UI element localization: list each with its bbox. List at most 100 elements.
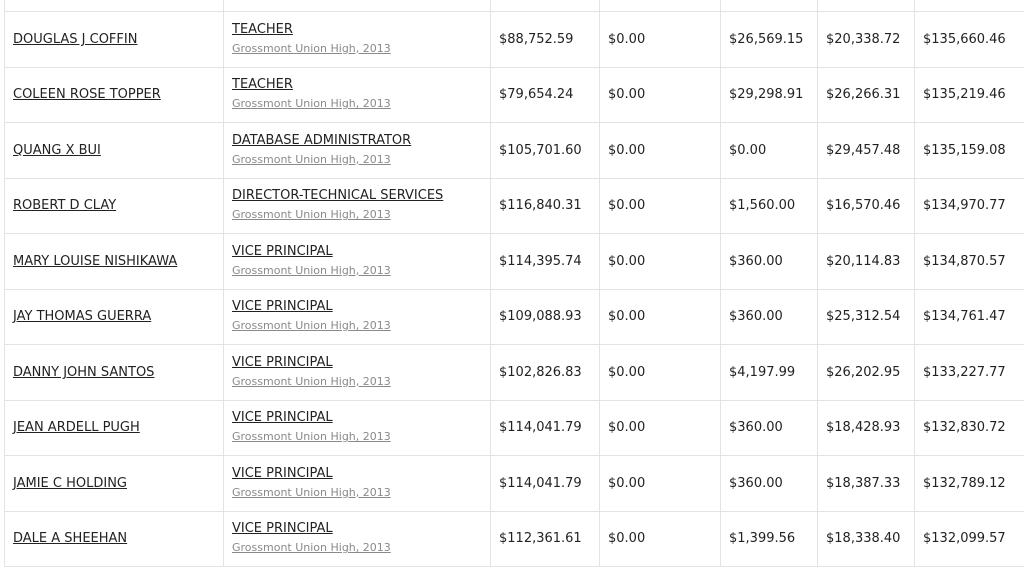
agency-year-link[interactable]: Grossmont Union High, 2013 — [232, 541, 391, 555]
agency-year-link[interactable]: Grossmont Union High, 2013 — [232, 374, 391, 388]
agency-year-link[interactable]: Grossmont Union High, 2013 — [232, 208, 391, 222]
table-row: DANNY JOHN SANTOS VICE PRINCIPAL Grossmo… — [4, 344, 1024, 401]
employee-name-cell: DOUGLAS J COFFIN — [4, 11, 224, 68]
table-row: DALE A SHEEHAN VICE PRINCIPAL Grossmont … — [4, 510, 1024, 567]
job-title-link[interactable]: DIRECTOR-TECHNICAL SERVICES — [232, 188, 444, 204]
other-pay-cell: $29,298.91 — [720, 66, 818, 123]
salary-table-container: DOUGLAS J COFFIN TEACHER Grossmont Union… — [4, 0, 1024, 567]
job-title-link[interactable]: TEACHER — [232, 77, 293, 93]
benefits-cell: $18,338.40 — [817, 510, 915, 567]
job-cell: VICE PRINCIPAL Grossmont Union High, 201… — [223, 344, 491, 401]
regular-pay-cell: $116,840.31 — [490, 177, 600, 234]
other-pay-cell: $4,197.99 — [720, 344, 818, 401]
total-pay-cell: $132,789.12 — [914, 455, 1024, 512]
total-pay-cell: $134,761.47 — [914, 288, 1024, 345]
regular-pay-cell: $105,701.60 — [490, 122, 600, 179]
job-title-link[interactable]: TEACHER — [232, 21, 293, 37]
job-cell: DATABASE ADMINISTRATOR Grossmont Union H… — [223, 122, 491, 179]
agency-year-link[interactable]: Grossmont Union High, 2013 — [232, 485, 391, 499]
other-pay-cell: $360.00 — [720, 288, 818, 345]
employee-name-cell: QUANG X BUI — [4, 122, 224, 179]
benefits-cell: $18,387.33 — [817, 455, 915, 512]
overtime-pay-cell: $0.00 — [599, 399, 721, 456]
employee-name-link[interactable]: JAMIE C HOLDING — [13, 475, 127, 491]
benefits-cell: $18,428.93 — [817, 399, 915, 456]
benefits-cell: $16,570.46 — [817, 177, 915, 234]
other-pay-cell: $26,569.15 — [720, 11, 818, 68]
table-row: DOUGLAS J COFFIN TEACHER Grossmont Union… — [4, 11, 1024, 68]
agency-year-link[interactable]: Grossmont Union High, 2013 — [232, 319, 391, 333]
total-pay-cell: $135,660.46 — [914, 11, 1024, 68]
table-row: ROBERT D CLAY DIRECTOR-TECHNICAL SERVICE… — [4, 177, 1024, 234]
total-pay-cell: $132,830.72 — [914, 399, 1024, 456]
employee-name-link[interactable]: QUANG X BUI — [13, 142, 101, 158]
table-row: JAY THOMAS GUERRA VICE PRINCIPAL Grossmo… — [4, 288, 1024, 345]
total-pay-cell: $135,219.46 — [914, 66, 1024, 123]
job-cell: VICE PRINCIPAL Grossmont Union High, 201… — [223, 233, 491, 290]
table-row: COLEEN ROSE TOPPER TEACHER Grossmont Uni… — [4, 66, 1024, 123]
employee-name-link[interactable]: ROBERT D CLAY — [13, 198, 117, 214]
regular-pay-cell: $114,041.79 — [490, 399, 600, 456]
job-cell: DIRECTOR-TECHNICAL SERVICES Grossmont Un… — [223, 177, 491, 234]
agency-year-link[interactable]: Grossmont Union High, 2013 — [232, 97, 391, 111]
total-pay-cell: $134,970.77 — [914, 177, 1024, 234]
job-cell: VICE PRINCIPAL Grossmont Union High, 201… — [223, 288, 491, 345]
employee-name-link[interactable]: JAY THOMAS GUERRA — [13, 309, 152, 325]
total-pay-cell: $134,870.57 — [914, 233, 1024, 290]
other-pay-cell: $1,560.00 — [720, 177, 818, 234]
table-row: MARY LOUISE NISHIKAWA VICE PRINCIPAL Gro… — [4, 233, 1024, 290]
employee-name-cell: JEAN ARDELL PUGH — [4, 399, 224, 456]
overtime-pay-cell: $0.00 — [599, 288, 721, 345]
job-title-link[interactable]: VICE PRINCIPAL — [232, 299, 333, 315]
job-cell: VICE PRINCIPAL Grossmont Union High, 201… — [223, 399, 491, 456]
employee-name-cell: JAMIE C HOLDING — [4, 455, 224, 512]
regular-pay-cell: $114,395.74 — [490, 233, 600, 290]
overtime-pay-cell: $0.00 — [599, 66, 721, 123]
agency-year-link[interactable]: Grossmont Union High, 2013 — [232, 152, 391, 166]
job-title-link[interactable]: VICE PRINCIPAL — [232, 521, 333, 537]
job-title-link[interactable]: VICE PRINCIPAL — [232, 243, 333, 259]
job-title-link[interactable]: VICE PRINCIPAL — [232, 354, 333, 370]
employee-name-link[interactable]: COLEEN ROSE TOPPER — [13, 87, 161, 103]
regular-pay-cell: $102,826.83 — [490, 344, 600, 401]
employee-name-cell: DANNY JOHN SANTOS — [4, 344, 224, 401]
employee-name-cell: COLEEN ROSE TOPPER — [4, 66, 224, 123]
employee-name-link[interactable]: MARY LOUISE NISHIKAWA — [13, 253, 178, 269]
benefits-cell: $25,312.54 — [817, 288, 915, 345]
benefits-cell: $26,202.95 — [817, 344, 915, 401]
employee-name-link[interactable]: DANNY JOHN SANTOS — [13, 364, 155, 380]
regular-pay-cell: $114,041.79 — [490, 455, 600, 512]
employee-name-cell: ROBERT D CLAY — [4, 177, 224, 234]
employee-name-cell: MARY LOUISE NISHIKAWA — [4, 233, 224, 290]
overtime-pay-cell: $0.00 — [599, 11, 721, 68]
job-cell: VICE PRINCIPAL Grossmont Union High, 201… — [223, 510, 491, 567]
table-top-spacer — [4, 0, 1024, 12]
other-pay-cell: $1,399.56 — [720, 510, 818, 567]
job-cell: TEACHER Grossmont Union High, 2013 — [223, 66, 491, 123]
employee-name-cell: DALE A SHEEHAN — [4, 510, 224, 567]
employee-name-link[interactable]: JEAN ARDELL PUGH — [13, 420, 140, 436]
agency-year-link[interactable]: Grossmont Union High, 2013 — [232, 41, 391, 55]
table-row: JAMIE C HOLDING VICE PRINCIPAL Grossmont… — [4, 455, 1024, 512]
employee-name-link[interactable]: DOUGLAS J COFFIN — [13, 31, 138, 47]
other-pay-cell: $360.00 — [720, 399, 818, 456]
job-title-link[interactable]: VICE PRINCIPAL — [232, 465, 333, 481]
benefits-cell: $29,457.48 — [817, 122, 915, 179]
employee-name-cell: JAY THOMAS GUERRA — [4, 288, 224, 345]
job-title-link[interactable]: DATABASE ADMINISTRATOR — [232, 132, 412, 148]
job-title-link[interactable]: VICE PRINCIPAL — [232, 410, 333, 426]
salary-table: DOUGLAS J COFFIN TEACHER Grossmont Union… — [4, 0, 1024, 567]
job-cell: VICE PRINCIPAL Grossmont Union High, 201… — [223, 455, 491, 512]
total-pay-cell: $133,227.77 — [914, 344, 1024, 401]
agency-year-link[interactable]: Grossmont Union High, 2013 — [232, 430, 391, 444]
benefits-cell: $20,114.83 — [817, 233, 915, 290]
regular-pay-cell: $88,752.59 — [490, 11, 600, 68]
other-pay-cell: $360.00 — [720, 455, 818, 512]
table-row: JEAN ARDELL PUGH VICE PRINCIPAL Grossmon… — [4, 399, 1024, 456]
regular-pay-cell: $109,088.93 — [490, 288, 600, 345]
employee-name-link[interactable]: DALE A SHEEHAN — [13, 531, 128, 547]
overtime-pay-cell: $0.00 — [599, 510, 721, 567]
agency-year-link[interactable]: Grossmont Union High, 2013 — [232, 263, 391, 277]
overtime-pay-cell: $0.00 — [599, 122, 721, 179]
job-cell: TEACHER Grossmont Union High, 2013 — [223, 11, 491, 68]
